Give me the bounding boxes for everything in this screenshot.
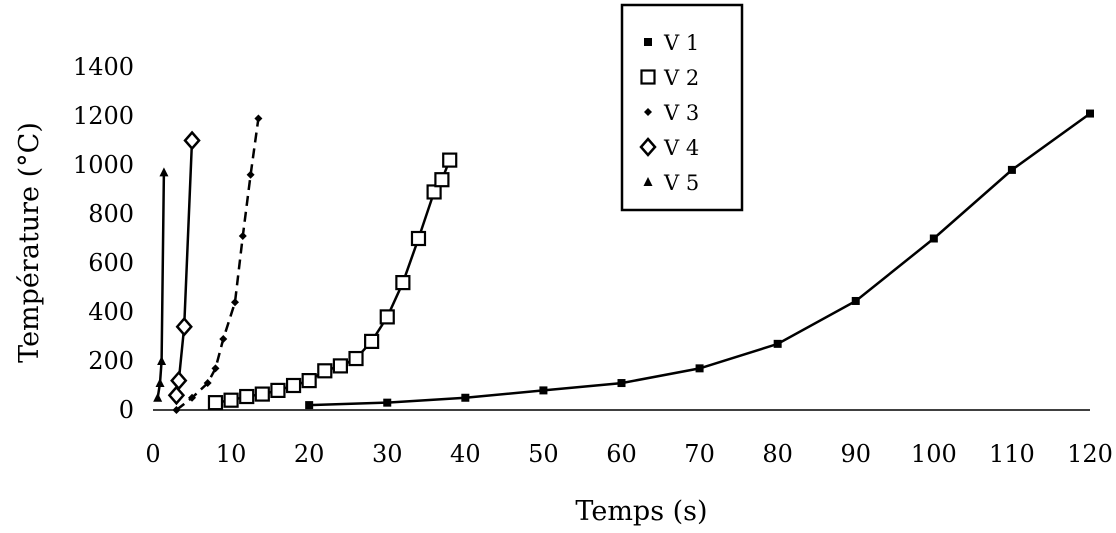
- y-tick-label: 200: [88, 347, 134, 375]
- series-group: [153, 109, 1094, 414]
- data-point: [254, 386, 270, 402]
- y-tick-label: 800: [88, 200, 134, 228]
- data-point: [434, 172, 450, 188]
- series-line: [175, 118, 260, 411]
- data-point: [1007, 165, 1016, 174]
- series-line: [175, 140, 194, 396]
- series-4: [167, 130, 201, 406]
- legend: V 1 V 2 V 3 V 4 V 5: [620, 3, 744, 212]
- data-point: [773, 339, 782, 348]
- series-3: [172, 114, 263, 414]
- x-ticks: 0 10 20 30 40 50 60 70 80 90 100 110 120: [145, 440, 1113, 468]
- data-point: [230, 298, 239, 307]
- data-point: [155, 378, 165, 388]
- data-point: [410, 230, 427, 247]
- legend-marker: [644, 108, 652, 116]
- x-tick-label: 120: [1067, 440, 1113, 468]
- data-point: [188, 393, 197, 402]
- data-point: [379, 309, 395, 325]
- y-tick-label: 1400: [73, 53, 134, 81]
- y-tick-label: 600: [88, 249, 134, 277]
- legend-label: V 3: [663, 101, 699, 125]
- series-1: [305, 109, 1094, 410]
- data-point: [254, 114, 263, 123]
- legend-label: V 2: [663, 66, 699, 90]
- legend-label: V 1: [663, 31, 699, 55]
- data-point: [153, 392, 163, 402]
- series-line: [215, 159, 451, 404]
- y-ticks: 0 200 400 600 800 1000 1200 1400: [73, 53, 134, 424]
- y-axis-title: Température (°C): [14, 122, 45, 363]
- y-tick-label: 1000: [73, 151, 134, 179]
- data-point: [172, 406, 181, 414]
- y-tick-label: 400: [88, 298, 134, 326]
- data-point: [157, 356, 167, 365]
- legend-marker: [639, 137, 657, 157]
- x-tick-label: 100: [911, 440, 957, 468]
- data-point: [695, 364, 704, 373]
- data-point: [175, 316, 193, 337]
- data-point: [246, 170, 255, 179]
- data-point: [1086, 109, 1094, 118]
- data-point: [539, 386, 548, 395]
- series-5: [153, 167, 169, 402]
- x-tick-label: 60: [606, 440, 637, 468]
- data-point: [183, 130, 201, 151]
- legend-box: [620, 3, 744, 212]
- x-tick-label: 10: [216, 440, 247, 468]
- x-tick-label: 90: [840, 440, 871, 468]
- x-tick-label: 110: [989, 440, 1035, 468]
- data-point: [167, 385, 186, 406]
- y-tick-label: 0: [119, 396, 134, 424]
- x-axis-title: Temps (s): [575, 496, 707, 527]
- legend-marker: [643, 177, 653, 186]
- data-point: [383, 398, 392, 407]
- data-point: [207, 395, 224, 411]
- legend-label: V 4: [663, 136, 699, 160]
- legend-label: V 5: [663, 171, 699, 195]
- data-point: [270, 382, 286, 398]
- data-point: [317, 363, 333, 379]
- data-point: [305, 401, 314, 410]
- data-point: [348, 350, 364, 367]
- data-point: [301, 373, 317, 389]
- data-point: [211, 364, 220, 373]
- x-tick-label: 20: [294, 440, 325, 468]
- data-point: [223, 392, 239, 408]
- data-point: [851, 296, 860, 305]
- data-point: [203, 379, 212, 388]
- series-2: [207, 152, 458, 411]
- data-point: [170, 370, 188, 391]
- data-point: [239, 388, 255, 405]
- x-tick-label: 80: [762, 440, 793, 468]
- data-point: [461, 393, 470, 402]
- legend-marker: [640, 69, 656, 85]
- x-tick-label: 50: [528, 440, 559, 468]
- data-point: [285, 377, 302, 394]
- y-tick-label: 1200: [73, 102, 134, 130]
- data-point: [395, 275, 411, 291]
- data-point: [426, 184, 442, 200]
- x-tick-label: 40: [450, 440, 481, 468]
- x-tick-label: 0: [145, 440, 160, 468]
- data-point: [332, 358, 348, 374]
- data-point: [238, 232, 247, 241]
- data-point: [929, 234, 938, 243]
- data-point: [219, 334, 228, 343]
- data-point: [364, 333, 380, 349]
- data-point: [617, 379, 626, 388]
- legend-marker: [644, 38, 652, 46]
- x-tick-label: 30: [372, 440, 403, 468]
- x-tick-label: 70: [684, 440, 715, 468]
- data-point: [159, 167, 169, 177]
- data-point: [442, 152, 458, 168]
- series-line: [156, 172, 166, 398]
